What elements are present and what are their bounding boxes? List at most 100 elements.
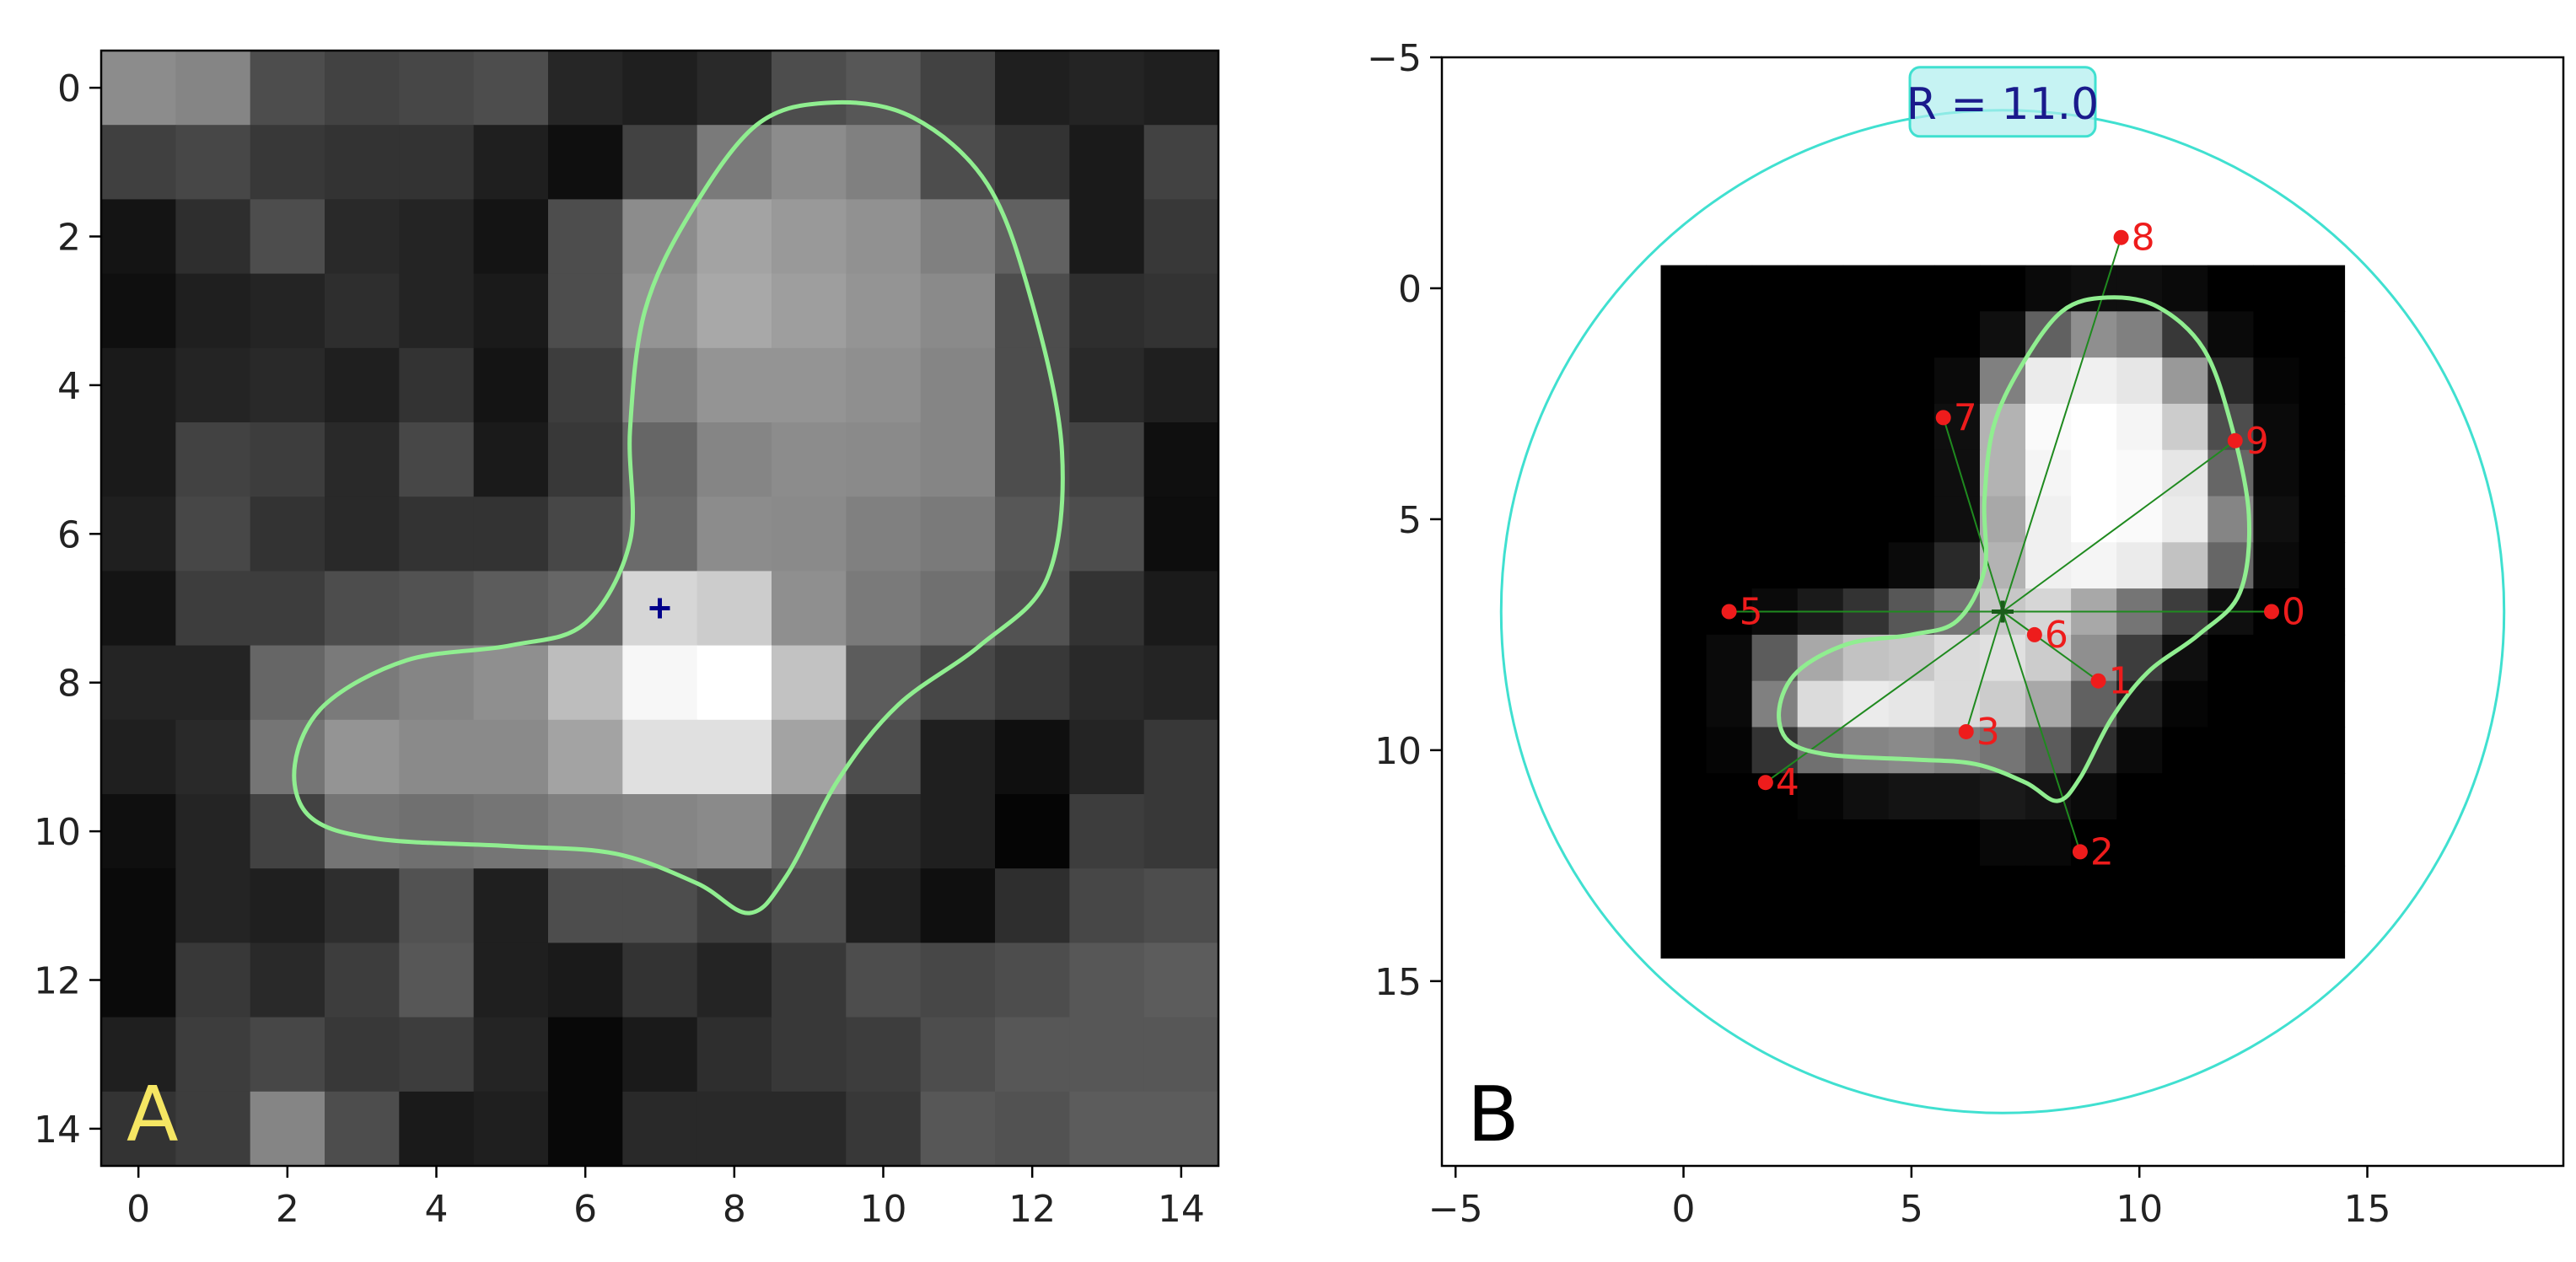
panel-b-point <box>1935 410 1951 426</box>
panel-b-pixel <box>2162 311 2208 358</box>
panel-b-pixel <box>2162 865 2208 913</box>
panel-b-label: B <box>1467 1071 1519 1159</box>
panel-b-pixel <box>1797 542 1844 589</box>
panel-a-pixel <box>846 794 922 869</box>
panel-a-pixel <box>772 125 847 200</box>
panel-a-pixel <box>175 942 251 1018</box>
panel-a-pixel <box>473 645 549 721</box>
panel-a-pixel <box>325 719 400 795</box>
panel-a-pixel <box>399 199 475 275</box>
panel-b-pixel <box>1706 819 1753 867</box>
panel-b-pixel <box>1842 449 1890 497</box>
panel-a-pixel <box>995 51 1070 126</box>
panel-b-pixel <box>2116 496 2163 543</box>
panel-b-pixel <box>2299 773 2346 820</box>
panel-b-pixel <box>1797 357 1844 405</box>
panel-b-pixel <box>2253 727 2300 774</box>
panel-b-y-tick-label: 5 <box>1398 499 1422 542</box>
panel-a-pixel <box>622 273 698 349</box>
panel-b-pixel <box>2116 634 2163 682</box>
panel-a-pixel <box>399 125 475 200</box>
panel-a-pixel <box>250 1091 325 1167</box>
panel-b-pixel <box>1660 819 1707 867</box>
panel-a-pixel <box>1069 125 1145 200</box>
panel-a-pixel <box>101 199 176 275</box>
panel-b-pixel <box>2253 865 2300 913</box>
panel-a-pixel <box>995 571 1070 647</box>
panel-b-pixel <box>2253 357 2300 405</box>
panel-a-pixel <box>325 942 400 1018</box>
panel-a-pixel <box>473 1091 549 1167</box>
panel-a-pixel <box>696 1017 772 1093</box>
panel-a-pixel <box>995 422 1070 497</box>
panel-a-pixel <box>846 645 922 721</box>
panel-b-pixel <box>1797 680 1844 728</box>
panel-a-pixel <box>1143 942 1219 1018</box>
panel-a-pixel <box>250 51 325 126</box>
panel-b-pixel <box>1706 542 1753 589</box>
panel-a-pixel <box>101 273 176 349</box>
panel-b-pixel <box>2299 449 2346 497</box>
panel-b-pixel <box>1751 680 1799 728</box>
panel-a-y-tick-label: 0 <box>57 67 81 110</box>
panel-a-pixel <box>696 497 772 572</box>
panel-b-pixel <box>2116 773 2163 820</box>
panel-b-pixel <box>2208 773 2254 820</box>
panel-b-point <box>2026 626 2042 642</box>
panel-b-pixel <box>2162 403 2208 451</box>
panel-b-pixel <box>1888 634 1935 682</box>
panel-b-pixel <box>1842 819 1890 867</box>
panel-b-pixel <box>2025 449 2072 497</box>
panel-b-pixel <box>2025 911 2072 959</box>
panel-b-pixel <box>2253 680 2300 728</box>
panel-a-pixel <box>175 125 251 200</box>
panel-a-pixel <box>1143 1017 1219 1093</box>
panel-a-y-tick-label: 12 <box>34 960 81 1003</box>
panel-a-pixel <box>250 942 325 1018</box>
panel-b-pixel <box>2162 819 2208 867</box>
panel-b-pixel <box>1797 911 1844 959</box>
panel-b-pixel <box>1979 680 2026 728</box>
panel-a-pixel <box>920 868 996 943</box>
panel-a-x-tick-label: 0 <box>126 1188 150 1231</box>
panel-b-pixel <box>1751 542 1799 589</box>
panel-b-pixel <box>1706 911 1753 959</box>
panel-a-pixel <box>101 719 176 795</box>
panel-b-pixel <box>1660 403 1707 451</box>
panel-a-pixel <box>250 719 325 795</box>
panel-a-pixel <box>1143 347 1219 423</box>
panel-a-pixel <box>548 868 623 943</box>
panel-a-pixel <box>399 1017 475 1093</box>
panel-b-pixel <box>2162 265 2208 312</box>
panel-a-pixel <box>399 794 475 869</box>
panel-b-y-tick-label: 10 <box>1374 730 1422 773</box>
panel-a-pixel <box>1069 422 1145 497</box>
panel-a-pixel <box>1069 868 1145 943</box>
panel-b-pixel <box>2162 727 2208 774</box>
panel-a-pixel <box>399 497 475 572</box>
panel-b-pixel <box>1706 449 1753 497</box>
panel-b-pixel <box>1842 403 1890 451</box>
panel-a-pixel <box>548 347 623 423</box>
panel-b-pixel <box>2116 403 2163 451</box>
panel-b-pixel <box>1751 727 1799 774</box>
panel-a-pixel <box>548 497 623 572</box>
panel-a-pixel <box>1069 273 1145 349</box>
panel-a-pixel <box>473 125 549 200</box>
panel-b-point <box>1958 723 1974 739</box>
panel-b-pixel <box>1706 311 1753 358</box>
panel-a-pixel <box>548 273 623 349</box>
panel-a-pixel <box>250 199 325 275</box>
panel-b-pixel <box>1797 496 1844 543</box>
panel-b-pixel <box>2253 634 2300 682</box>
panel-b: 0 1 2 3 4 5 6 7 8 9 R = 11.0 −5 0 5 10 15 −5 0 5 10 15 B <box>1367 37 2565 1231</box>
panel-b-pixel <box>1842 265 1890 312</box>
panel-a-pixel <box>325 645 400 721</box>
panel-a-pixel <box>920 51 996 126</box>
panel-a-pixel <box>1143 125 1219 200</box>
panel-a-pixel <box>622 1017 698 1093</box>
panel-a-pixel <box>1143 273 1219 349</box>
panel-b-pixel <box>1979 311 2026 358</box>
panel-b-pixel <box>2253 819 2300 867</box>
panel-b-x-tick-label: 0 <box>1672 1188 1696 1231</box>
